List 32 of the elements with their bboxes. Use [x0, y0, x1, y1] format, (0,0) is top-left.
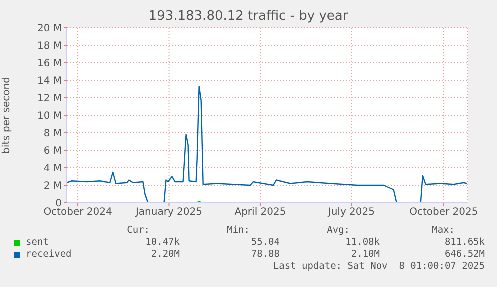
text: 55.04 [251, 237, 280, 248]
y-tick-label: 14 M [37, 76, 62, 88]
y-tick-label: 4 M [44, 164, 62, 175]
text: 2.20M [151, 249, 180, 260]
y-tick-label: 6 M [44, 146, 62, 158]
text: Min: [227, 225, 250, 236]
y-tick-label: 20 M [37, 24, 62, 35]
text: 2.10M [351, 249, 380, 260]
text: 10.47k [146, 237, 180, 248]
y-tick-label: 8 M [44, 128, 62, 140]
text: Avg: [327, 225, 350, 236]
y-tick-label: 18 M [37, 41, 62, 52]
text: Last update: Sat Nov 8 01:00:07 2025 [273, 261, 485, 272]
x-tick-label: October 2025 [410, 207, 478, 218]
x-tick-label: July 2025 [327, 207, 376, 218]
y-axis-title: bits per second [2, 77, 13, 154]
text: 78.88 [251, 249, 280, 260]
x-tick-label: January 2025 [134, 207, 203, 218]
y-tick-label: 12 M [37, 94, 62, 105]
text: Max: [432, 225, 455, 236]
x-tick-label: April 2025 [234, 207, 286, 218]
legend-label: received [26, 249, 72, 260]
text: Cur: [127, 225, 150, 236]
y-tick-label: 2 M [44, 181, 62, 192]
text: 811.65k [444, 237, 485, 248]
y-tick-label: 16 M [37, 58, 62, 70]
text: 646.52M [444, 249, 485, 260]
text: 11.08k [346, 237, 380, 248]
y-tick-label: 10 M [37, 111, 62, 122]
legend-label: sent [26, 237, 49, 248]
chart-title: 193.183.80.12 traffic - by year [148, 9, 350, 24]
x-tick-label: October 2024 [44, 207, 112, 218]
